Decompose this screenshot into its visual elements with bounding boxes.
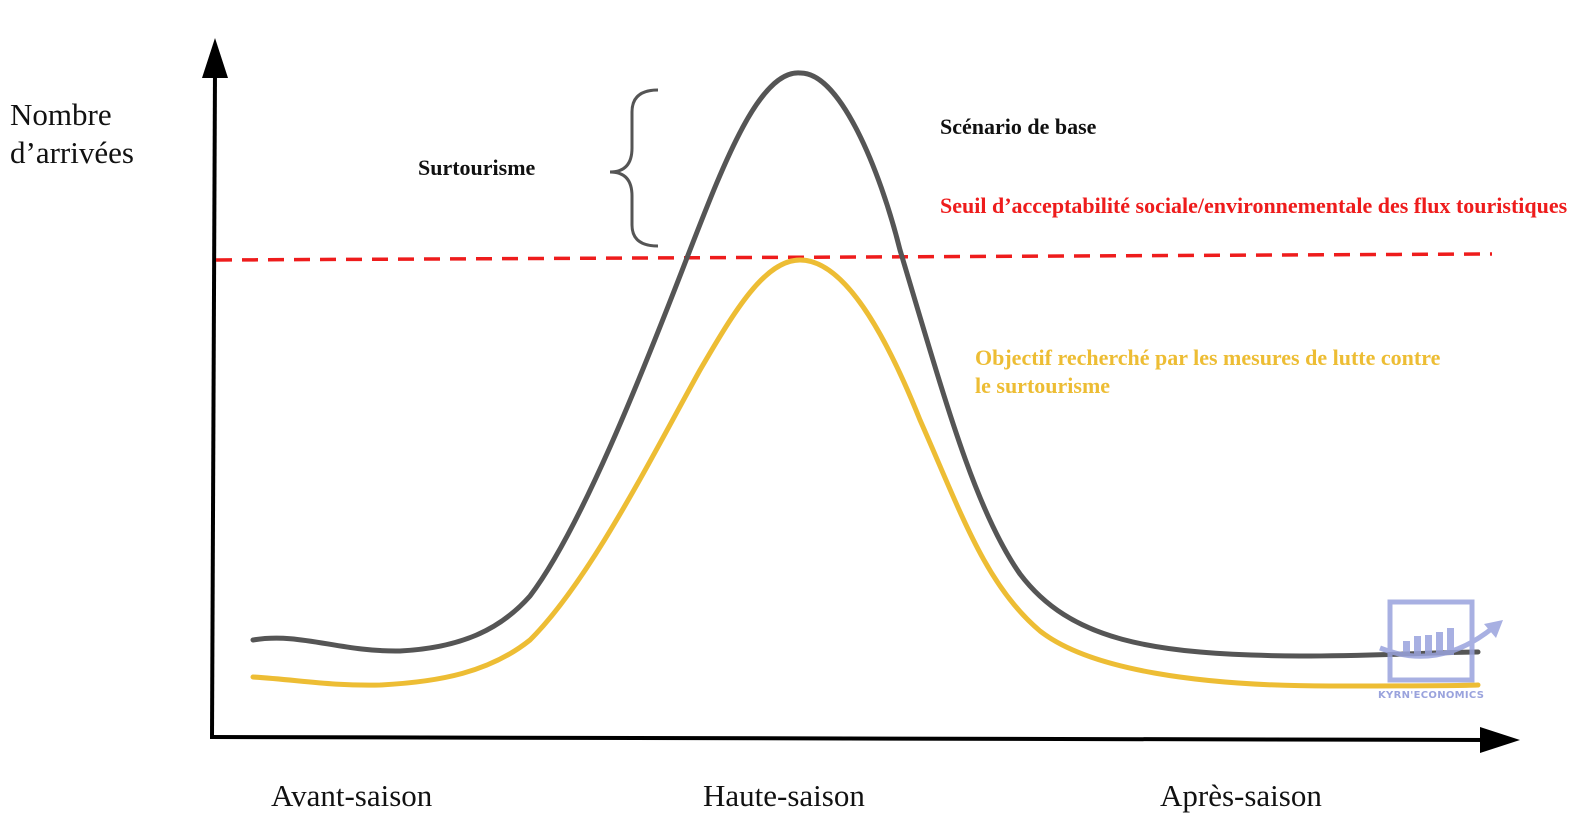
objective-label: Objectif recherché par les mesures de lu… [975, 345, 1441, 398]
x-label-apres-saison: Après-saison [1160, 778, 1322, 813]
x-label-haute-saison: Haute-saison [703, 778, 865, 813]
threshold-line [215, 252, 1493, 262]
kyrn-economics-logo [1379, 599, 1503, 683]
x-axis-arrowhead [1480, 727, 1520, 753]
baseline-scenario-label: Scénario de base [940, 114, 1097, 139]
threshold-label: Seuil d’acceptabilité sociale/environnem… [940, 193, 1568, 218]
baseline-curve [250, 70, 1481, 659]
y-axis [210, 69, 217, 738]
x-axis [209, 735, 1491, 742]
y-axis-label: Nombre d’arrivées [10, 97, 134, 170]
y-axis-arrowhead [202, 38, 228, 78]
overtourism-label: Surtourisme [418, 155, 536, 180]
x-label-avant-saison: Avant-saison [271, 778, 433, 813]
objective-curve [250, 257, 1481, 689]
overtourism-brace [609, 88, 659, 248]
logo-text: KYRN'ECONOMICS [1378, 690, 1485, 701]
